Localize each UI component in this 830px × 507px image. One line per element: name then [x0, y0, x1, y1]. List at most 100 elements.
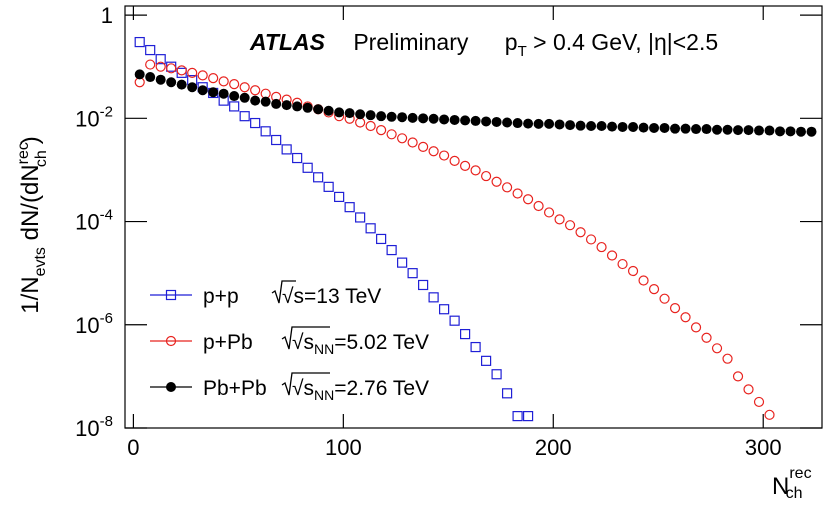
- square-marker: [229, 101, 240, 112]
- dot-marker: [712, 124, 723, 135]
- circle-marker: [617, 258, 628, 270]
- circle-marker: [554, 214, 565, 225]
- x-tick-label: 200: [535, 435, 572, 460]
- square-marker: [334, 191, 345, 203]
- sqrt-sign: [281, 326, 330, 350]
- dot-marker: [397, 112, 408, 123]
- circle-marker: [250, 85, 261, 96]
- legend-marker: [166, 382, 176, 392]
- square-marker: [260, 126, 271, 137]
- circle-marker: [460, 160, 471, 171]
- dot-marker: [334, 107, 345, 118]
- y-tick-label: 10-8: [75, 413, 113, 441]
- dot-marker: [638, 122, 649, 133]
- square-marker: [470, 341, 481, 353]
- circle-marker: [449, 155, 460, 166]
- dot-marker: [271, 98, 282, 109]
- circle-marker: [501, 182, 513, 193]
- energy-value: =2.76 TeV: [334, 377, 429, 400]
- dot-marker: [302, 102, 313, 113]
- circle-marker: [428, 146, 439, 157]
- dot-marker: [491, 116, 502, 127]
- circle-marker: [585, 234, 597, 245]
- square-marker: [313, 172, 324, 183]
- circle-marker: [480, 170, 492, 182]
- x-label-sub: ch: [786, 485, 803, 502]
- square-marker: [449, 315, 460, 326]
- dot-marker: [754, 125, 765, 136]
- circle-marker: [491, 176, 502, 187]
- dot-marker: [407, 112, 418, 123]
- cut: p: [505, 29, 518, 55]
- x-axis-label: Nrec ch: [772, 465, 812, 502]
- dot-marker: [460, 115, 471, 126]
- x-tick-label: 100: [325, 435, 362, 460]
- dot-marker: [166, 77, 177, 88]
- dot-marker: [743, 125, 754, 136]
- legend-energy: √sNN=2.76 TeV: [292, 377, 429, 403]
- circle-marker: [197, 70, 208, 81]
- square-marker: [512, 411, 523, 422]
- circle-marker: [648, 284, 660, 295]
- dot-marker: [764, 125, 775, 136]
- dot-marker: [428, 113, 439, 124]
- circle-marker: [145, 59, 156, 70]
- dot-marker: [670, 123, 681, 134]
- dot-marker: [218, 88, 229, 99]
- circle-marker: [606, 250, 618, 261]
- circle-marker: [575, 227, 586, 238]
- square-marker: [176, 67, 187, 78]
- legend-label: p+Pb: [203, 331, 253, 354]
- circle-marker: [627, 265, 639, 277]
- dot-marker: [197, 85, 208, 96]
- square-marker: [302, 162, 313, 173]
- legend-energy: √s=13 TeV: [282, 285, 381, 308]
- circle-marker: [522, 194, 534, 205]
- x-tick-label: 0: [127, 435, 139, 460]
- circle-marker: [166, 63, 177, 74]
- circle-marker: [743, 384, 754, 395]
- dot-marker: [502, 117, 513, 128]
- energy-sub: NN: [314, 387, 334, 403]
- square-marker: [386, 244, 397, 256]
- dot-marker: [229, 91, 240, 102]
- dot-marker: [386, 111, 397, 122]
- circle-marker: [764, 409, 775, 420]
- sqrt-sign: [281, 372, 330, 396]
- energy-symbol: √s: [282, 285, 304, 308]
- x-label-a: N: [772, 473, 789, 500]
- square-marker: [292, 152, 303, 164]
- dot-marker: [775, 126, 786, 137]
- dot-marker: [260, 96, 271, 107]
- circle-marker: [386, 129, 397, 140]
- dot-marker: [596, 120, 607, 131]
- circle-marker: [397, 133, 408, 144]
- dot-marker: [607, 121, 618, 132]
- dot-marker: [565, 120, 576, 131]
- dot-marker: [806, 126, 817, 137]
- y-tick-label: 10-6: [75, 310, 113, 338]
- y-tick-exp: -8: [100, 413, 113, 430]
- dot-marker: [722, 124, 733, 135]
- y-tick-base: 10: [75, 210, 99, 235]
- circle-marker: [680, 312, 691, 323]
- square-marker: [365, 223, 376, 234]
- dot-marker: [617, 121, 628, 132]
- square-marker: [344, 202, 355, 213]
- square-marker: [460, 328, 471, 340]
- y-tick-base: 10: [75, 106, 99, 131]
- legend-label: Pb+Pb: [203, 377, 267, 400]
- square-marker: [480, 355, 492, 366]
- dot-marker: [365, 110, 376, 121]
- dot-marker: [796, 126, 807, 137]
- dot-marker: [376, 111, 387, 122]
- y-tick-exp: -6: [100, 310, 113, 327]
- dot-marker: [544, 118, 555, 129]
- square-marker: [155, 54, 166, 65]
- circle-marker: [701, 332, 712, 343]
- dot-marker: [628, 121, 639, 132]
- energy-sub: NN: [314, 341, 334, 357]
- y-tick-exp: -4: [100, 207, 113, 224]
- dot-marker: [134, 69, 145, 80]
- dot-marker: [533, 118, 544, 129]
